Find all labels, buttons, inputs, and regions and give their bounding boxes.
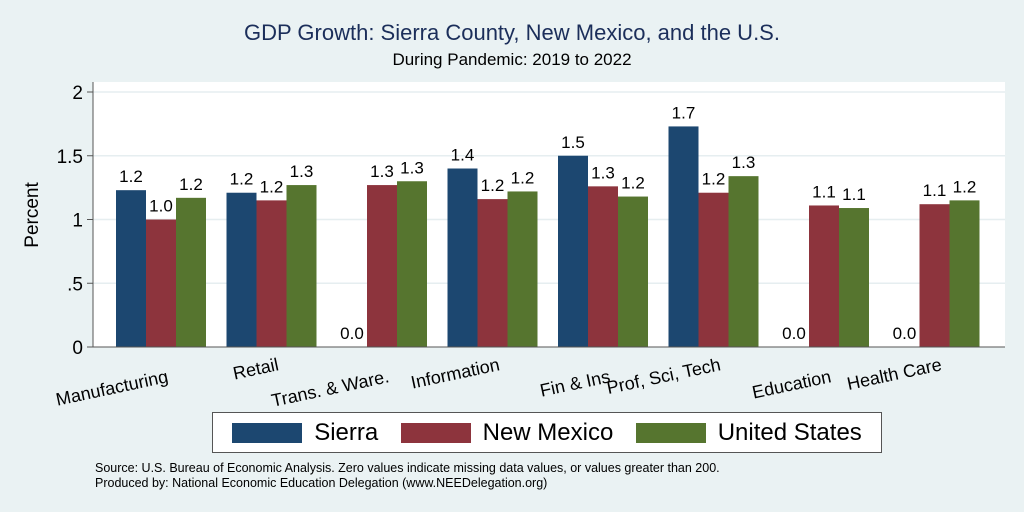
x-tick-label: Manufacturing (54, 366, 170, 409)
bar-sierra (226, 192, 257, 347)
data-label: 1.2 (481, 176, 505, 195)
legend-label: United States (717, 418, 862, 446)
bar-new-mexico (256, 200, 287, 347)
data-label: 1.2 (621, 174, 645, 193)
data-label: 1.0 (149, 197, 173, 216)
data-label: 1.1 (923, 181, 947, 200)
bar-united-states (728, 176, 759, 347)
x-tick-label: Education (750, 366, 832, 402)
legend-label: Sierra (314, 418, 379, 446)
y-tick-label: .5 (67, 274, 83, 295)
data-label: 1.1 (812, 182, 836, 201)
bar-sierra (447, 168, 478, 347)
bar-new-mexico (809, 205, 839, 347)
legend-swatch-sierra (232, 422, 303, 443)
bar-new-mexico (588, 186, 618, 347)
bar-new-mexico (477, 199, 508, 347)
legend-swatch-new-mexico (400, 422, 471, 443)
legend-label: New Mexico (482, 418, 614, 446)
y-axis-label: Percent (22, 182, 43, 248)
y-tick-label: 1.5 (57, 147, 83, 168)
chart-subtitle: During Pandemic: 2019 to 2022 (392, 50, 632, 69)
data-label: 1.2 (119, 167, 143, 186)
y-tick-label: 2 (72, 83, 83, 104)
data-label: 1.2 (953, 177, 977, 196)
produced-by-note: Produced by: National Economic Education… (95, 476, 548, 490)
data-label: 0.0 (893, 324, 917, 343)
data-label: 1.4 (451, 146, 475, 165)
bar-sierra (668, 126, 699, 347)
x-tick-label: Prof, Sci, Tech (605, 354, 722, 398)
data-label: 1.2 (511, 168, 535, 187)
bar-united-states (397, 181, 427, 347)
bar-united-states (949, 200, 980, 347)
bar-united-states (286, 185, 317, 347)
bar-united-states (507, 191, 538, 347)
data-label: 1.5 (561, 133, 585, 152)
data-label: 1.3 (591, 163, 615, 182)
x-tick-label: Fin & Ins (538, 366, 612, 400)
x-tick-label: Health Care (845, 354, 943, 394)
bar-new-mexico (367, 185, 397, 347)
y-tick-label: 1 (72, 211, 83, 232)
bar-new-mexico (146, 219, 176, 347)
bar-new-mexico (698, 192, 729, 347)
legend-item-sierra: Sierra (232, 419, 378, 447)
legend-swatch-united-states (635, 422, 706, 443)
data-label: 1.2 (179, 175, 203, 194)
data-label: 1.2 (260, 177, 284, 196)
x-tick-label: Retail (231, 354, 280, 383)
x-tick-label: Information (409, 354, 501, 392)
data-label: 1.2 (702, 170, 726, 189)
data-label: 1.1 (842, 185, 866, 204)
y-tick-label: 0 (72, 338, 83, 359)
bar-sierra (116, 190, 146, 347)
data-label: 1.2 (230, 170, 254, 189)
data-label: 1.3 (732, 153, 756, 172)
bar-united-states (618, 196, 648, 347)
legend: Sierra New Mexico United States (212, 412, 882, 453)
data-label: 1.3 (370, 162, 394, 181)
data-label: 0.0 (340, 324, 364, 343)
data-label: 0.0 (782, 324, 806, 343)
data-label: 1.3 (400, 158, 424, 177)
legend-item-united-states: United States (635, 418, 862, 447)
source-note: Source: U.S. Bureau of Economic Analysis… (95, 461, 720, 475)
data-label: 1.7 (672, 103, 696, 122)
bar-sierra (558, 155, 588, 347)
legend-item-new-mexico: New Mexico (400, 418, 614, 447)
data-label: 1.3 (290, 162, 314, 181)
bar-chart: 1.21.01.2 1.2 1.21.30.01.3 1.31.41.2 1.21.51… (22, 82, 1005, 410)
bar-united-states (839, 208, 869, 347)
x-tick-label: Trans. & Ware. (270, 366, 391, 410)
bar-new-mexico (919, 204, 950, 347)
chart-title: GDP Growth: Sierra County, New Mexico, a… (244, 20, 780, 45)
bar-united-states (176, 197, 206, 347)
